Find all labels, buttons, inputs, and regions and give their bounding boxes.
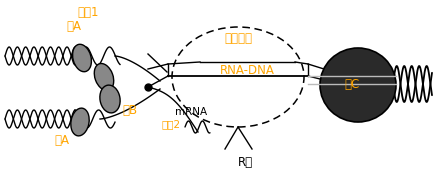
Ellipse shape: [100, 85, 120, 113]
Ellipse shape: [94, 63, 114, 91]
Text: mRNA: mRNA: [175, 107, 207, 117]
Text: 酶A: 酶A: [55, 135, 69, 148]
Ellipse shape: [320, 48, 396, 122]
Text: 过程1: 过程1: [77, 6, 99, 19]
Text: RNA-DNA: RNA-DNA: [220, 65, 275, 77]
Text: 非模板链: 非模板链: [224, 33, 252, 45]
Text: 过程2: 过程2: [162, 119, 181, 129]
Text: 酶B: 酶B: [122, 105, 137, 118]
Ellipse shape: [71, 108, 89, 136]
Text: R环: R环: [237, 155, 253, 169]
Text: 酶A: 酶A: [66, 20, 82, 33]
Ellipse shape: [72, 44, 92, 72]
Text: 酶C: 酶C: [344, 79, 360, 91]
